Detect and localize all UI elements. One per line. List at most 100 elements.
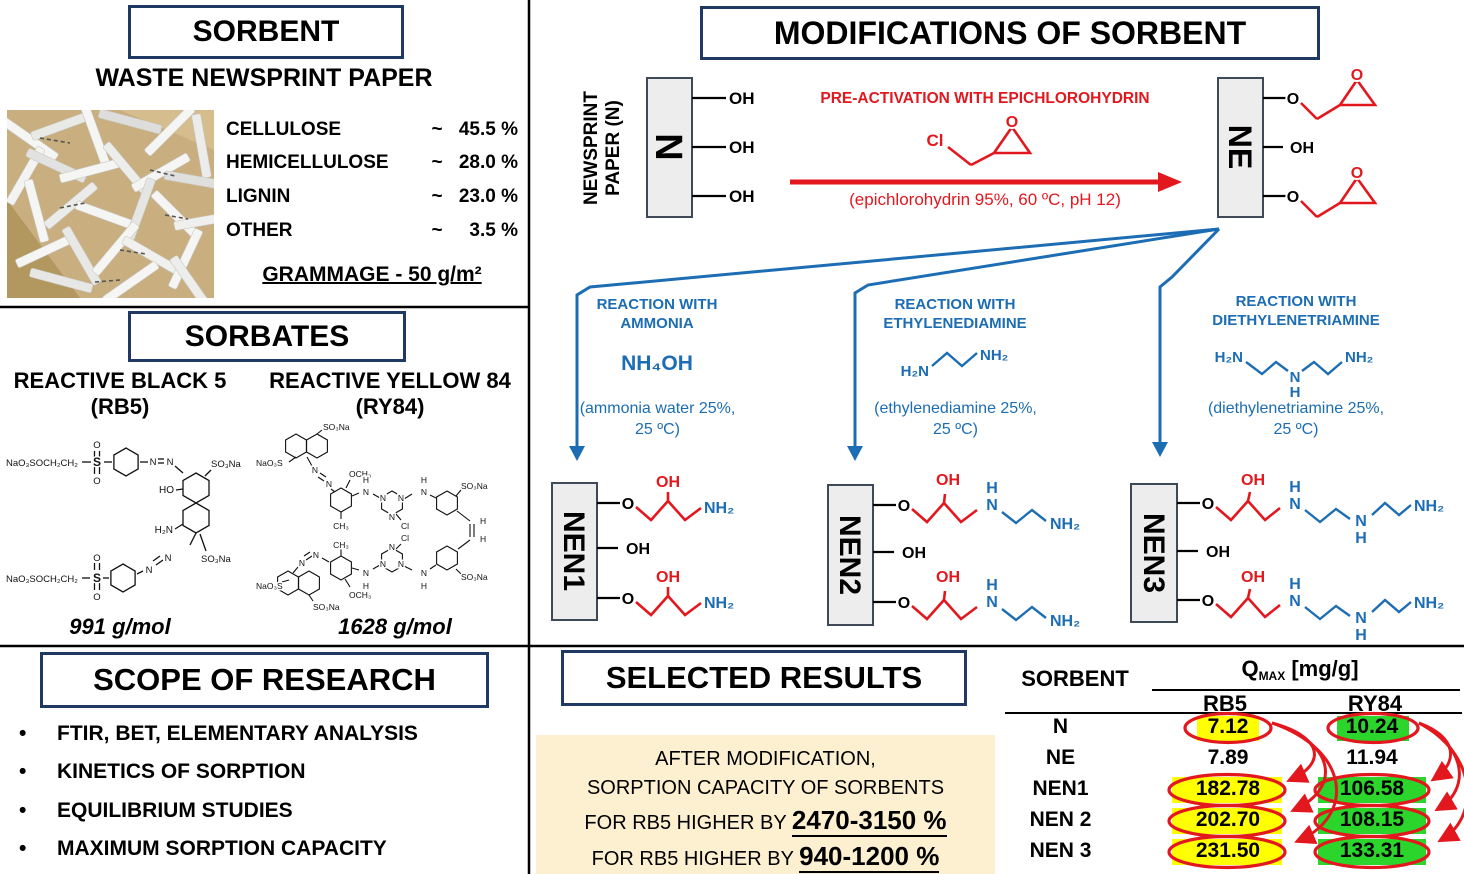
qmax-sub: MAX (1258, 669, 1286, 683)
preactivation-title: PRE-ACTIVATION WITH EPICHLOROHYDRIN (820, 90, 1150, 107)
ry84-azo-n-label: N (299, 558, 305, 568)
rb5-sulfur-label: S (93, 455, 101, 469)
rb5-oxygen-label: O (93, 592, 100, 603)
table-header-rb5: RB5 (1202, 691, 1247, 716)
newsprint-paper-label-line2: PAPER (N) (603, 100, 624, 196)
ry84-molar-mass: 1628 g/mol (338, 614, 452, 639)
ry84-so3na-label: SO₃Na (461, 481, 488, 491)
rb5-molar-mass: 991 g/mol (69, 614, 171, 639)
shredded-paper-photo (7, 110, 214, 298)
results-note-line4-value: 940-1200 % (799, 841, 940, 873)
ry84-nh-h-label: H (363, 475, 369, 485)
branch-diethylenetriamine-conditions: (diethylenetriamine 25%, 25 ºC) (1180, 398, 1412, 440)
ry84-cl-label: Cl (401, 521, 409, 531)
rb5-azo-n-label: N (165, 553, 172, 564)
rb5-sulfur-label: S (93, 571, 101, 585)
nen2-box-label: NEN2 (833, 515, 866, 595)
nen3-h-label: H (1355, 627, 1367, 644)
rb5-h2n-label: H₂N (155, 525, 173, 536)
branch-title-line1: REACTION WITH (1235, 293, 1357, 310)
ry84-azo-n-label: N (312, 465, 318, 475)
table-row-name: NEN1 (1032, 777, 1089, 800)
nen1-box-label: NEN1 (557, 511, 590, 591)
epichlorohydrin-structure: Cl O (925, 112, 1033, 167)
n-oh-label: OH (729, 89, 755, 108)
ry84-nao3s-label: NaO₃S (256, 581, 283, 591)
composition-value: 45.5 % (458, 119, 518, 140)
ry84-nh-n-label: N (421, 487, 427, 497)
branch-cond-line1: (ethylenediamine 25%, (874, 400, 1037, 417)
results-note-line1: AFTER MODIFICATION, (655, 748, 876, 770)
nen3-nh2-label: NH₂ (1414, 498, 1444, 515)
nen1-o-label: O (622, 591, 634, 608)
composition-row: CELLULOSE ~ 45.5 % (226, 119, 518, 141)
ry84-nh-h-label: H (363, 581, 369, 591)
rb5-ho-label: HO (159, 485, 174, 496)
ry84-nh-n-label: N (363, 487, 369, 497)
table-row-name: NEN 2 (1029, 808, 1092, 831)
nen3-o-label: O (1202, 593, 1214, 610)
results-section-title: SELECTED RESULTS (561, 650, 967, 706)
branch-title-line2: ETHYLENEDIAMINE (883, 315, 1027, 332)
nen2-nh2-label: NH₂ (1050, 613, 1080, 630)
table-header-ry84: RY84 (1347, 691, 1403, 716)
scope-item: MAXIMUM SORPTION CAPACITY (19, 837, 387, 861)
ry84-structure: SO₃Na NaO₃S N N OCH₃ CH₃ N H N N N Cl N … (255, 421, 490, 614)
ry84-triazine-n-label: N (398, 493, 404, 503)
branch-ammonia-title: REACTION WITH AMMONIA (557, 295, 757, 333)
composition-name: HEMICELLULOSE (226, 152, 389, 173)
ry84-name: REACTIVE YELLOW 84 (RY84) (254, 368, 526, 420)
nen2-nh2-label: NH₂ (1050, 516, 1080, 533)
ry84-triazine-n-label: N (380, 559, 386, 569)
deta-h2n-label: H₂N (1215, 349, 1243, 366)
nen2-h-label: H (986, 577, 998, 594)
nen1-o-label: O (622, 496, 634, 513)
nen2-h-label: H (986, 480, 998, 497)
ry84-nh-h-label: H (421, 475, 427, 485)
scope-item: EQUILIBRIUM STUDIES (19, 799, 293, 823)
results-note: AFTER MODIFICATION, SORPTION CAPACITY OF… (536, 735, 995, 874)
rb5-azo-n-label: N (150, 457, 157, 468)
preactivation-arrow (790, 172, 1182, 192)
nen3-h-label: H (1289, 479, 1301, 496)
results-note-line3: FOR RB5 HIGHER BY 2470-3150 % (536, 805, 995, 838)
composition-tilde: ~ (431, 119, 443, 140)
nen2-block: NEN2 O OH O OH OH N H NH₂ N H (827, 470, 1082, 632)
nen2-oh-red-label: OH (936, 569, 960, 586)
results-note-line4: FOR RB5 HIGHER BY 940-1200 % (536, 841, 995, 874)
sorbent-section-title: SORBENT (128, 5, 404, 59)
rb5-chain-label: NaO₃SOCH₂CH₂ (6, 458, 78, 469)
branch-title-line1: REACTION WITH (596, 296, 718, 313)
composition-name: OTHER (226, 220, 293, 241)
composition-row: HEMICELLULOSE ~ 28.0 % (226, 152, 518, 174)
branch-cond-line2: 25 ºC) (933, 421, 978, 438)
nen3-h-label: H (1289, 576, 1301, 593)
composition-tilde: ~ (431, 220, 443, 241)
nen2-n-label: N (986, 497, 998, 514)
n-box-label: N (647, 133, 689, 160)
qmax-q: Q (1241, 656, 1259, 681)
nen1-block: NEN1 O OH O OH OH NH₂ NH₂ (551, 472, 736, 621)
modifications-title-text: MODIFICATIONS OF SORBENT (773, 14, 1247, 51)
nen1-nh2-label: NH₂ (704, 595, 734, 612)
composition-tilde: ~ (431, 186, 443, 207)
table-cell-rb5: 182.78 (1195, 777, 1261, 800)
n-oh-label: OH (729, 138, 755, 157)
nen2-o-label: O (898, 595, 910, 612)
modifications-section-title: MODIFICATIONS OF SORBENT (700, 6, 1320, 60)
ne-oh-label: OH (1290, 140, 1314, 157)
rb5-oxygen-label: O (93, 476, 100, 487)
rb5-oxygen-label: O (93, 440, 100, 451)
table-header-sorbent: SORBENT (1021, 666, 1129, 691)
sorbates-title-text: SORBATES (184, 319, 350, 353)
eda-h2n-label: H₂N (901, 363, 929, 380)
ry84-triazine-n-label: N (380, 493, 386, 503)
ry84-so3na-label: SO₃Na (461, 572, 488, 582)
ry84-och3-label: OCH₃ (349, 590, 371, 600)
deta-n-label: N (1290, 369, 1301, 386)
ry84-vinyl-h-label: H (480, 534, 486, 544)
sorbent-title-text: SORBENT (192, 15, 340, 48)
ne-box-label: NE (1222, 125, 1258, 169)
nen3-n-label: N (1289, 593, 1301, 610)
